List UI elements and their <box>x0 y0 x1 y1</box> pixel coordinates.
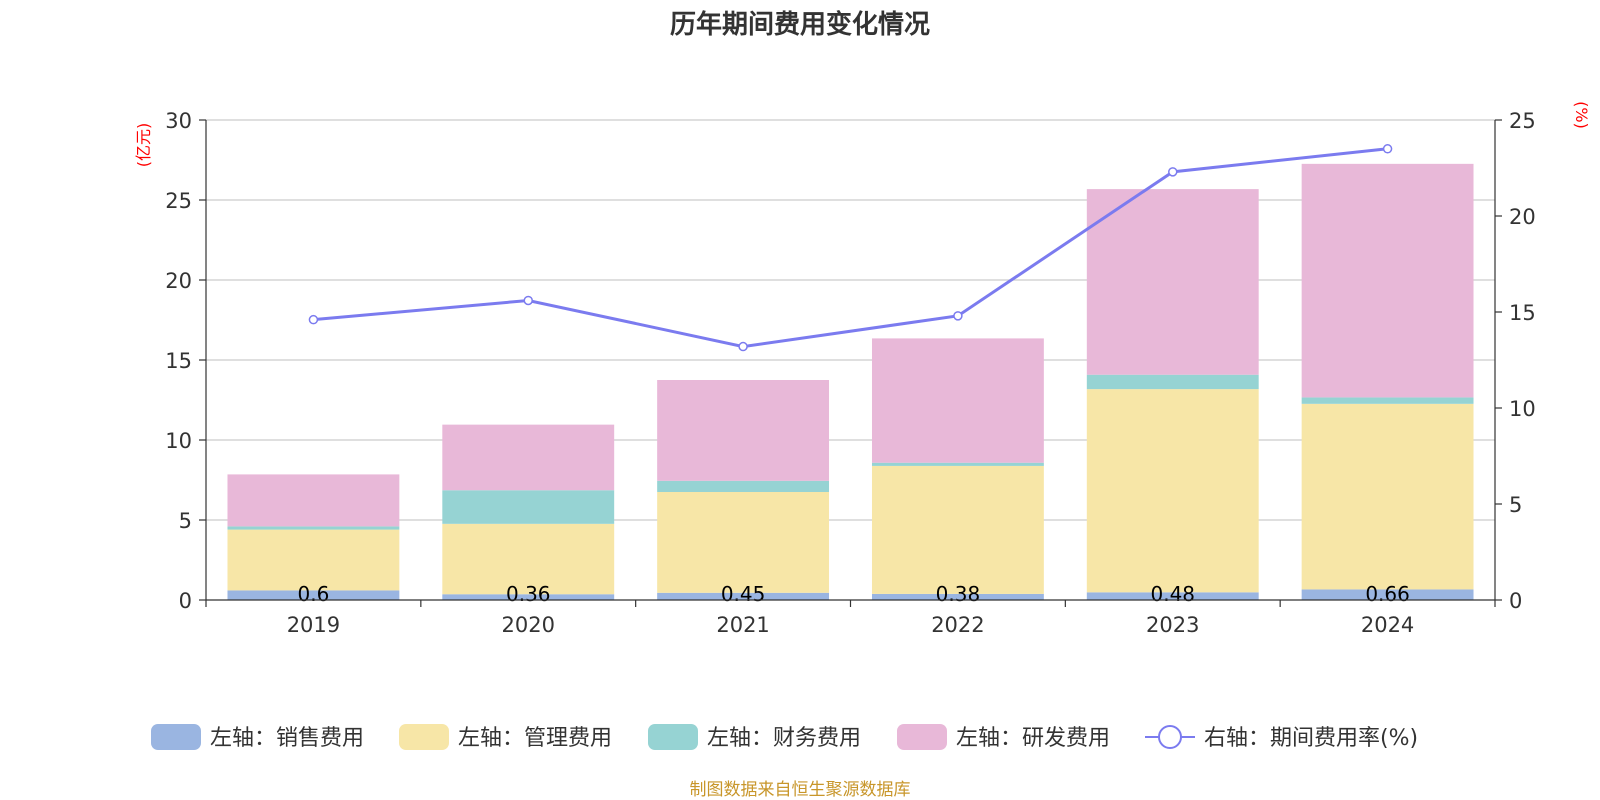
x-tick-label: 2023 <box>1146 613 1199 637</box>
grid <box>206 119 1495 521</box>
left-axis-unit: (亿元) <box>134 123 153 168</box>
bar-segment-1-2024 <box>1301 403 1474 590</box>
left-tick-label: 20 <box>165 269 192 293</box>
bar-segment-0-2024 <box>1301 589 1474 600</box>
bar-segment-0-2019 <box>227 590 400 600</box>
right-tick-label: 10 <box>1509 397 1536 421</box>
bar-segment-0-2022 <box>871 593 1044 600</box>
legend-swatch <box>399 724 449 750</box>
legend-label: 左轴：销售费用 <box>210 726 364 751</box>
left-tick-label: 25 <box>165 189 192 213</box>
bar-segment-3-2024 <box>1301 163 1474 398</box>
legend: 左轴：销售费用 左轴：管理费用 左轴：财务费用 左轴：研发费用 右轴：期间费用率(%) <box>151 724 1418 751</box>
x-tick-label: 2021 <box>716 613 769 637</box>
bar-segment-1-2019 <box>227 529 400 591</box>
legend-item[interactable]: 左轴：研发费用 <box>897 724 1110 751</box>
legend-item[interactable]: 右轴：期间费用率(%) <box>1145 725 1418 751</box>
right-axis: 0 5 10 15 20 25 <box>1494 109 1536 613</box>
left-tick-label: 10 <box>165 429 192 453</box>
bar-segment-3-2023 <box>1086 189 1259 375</box>
rate-point <box>1382 144 1393 154</box>
bar-labels: 0.6 0.36 0.45 0.38 0.48 0.66 <box>298 582 1410 606</box>
legend-label: 左轴：管理费用 <box>458 726 612 751</box>
right-tick-label: 15 <box>1509 301 1536 325</box>
rate-point <box>523 295 533 306</box>
bar-segment-2-2019 <box>227 526 400 530</box>
legend-label: 右轴：期间费用率(%) <box>1204 726 1418 751</box>
bar-data-label: 0.6 <box>298 582 330 606</box>
chart-title: 历年期间费用变化情况 <box>670 9 930 40</box>
legend-item[interactable]: 左轴：管理费用 <box>399 724 612 751</box>
bar-segment-3-2019 <box>227 474 400 527</box>
bar-data-label: 0.36 <box>506 582 551 606</box>
bar-segment-1-2020 <box>442 523 615 595</box>
legend-swatch <box>897 724 947 750</box>
rate-line-path <box>313 147 1388 349</box>
right-axis-unit: (%) <box>1572 101 1591 129</box>
legend-item[interactable]: 左轴：财务费用 <box>648 724 861 751</box>
bar-segment-0-2021 <box>657 592 830 600</box>
rate-point <box>308 314 319 325</box>
rate-point <box>953 311 963 321</box>
bars <box>227 163 1474 600</box>
bar-segment-2-2021 <box>657 480 830 492</box>
legend-swatch <box>648 724 698 750</box>
x-axis: 2019 2020 2021 2022 2023 2024 <box>205 599 1496 637</box>
legend-swatch <box>151 724 201 750</box>
bar-segment-0-2023 <box>1086 592 1259 600</box>
bar-segment-2-2020 <box>442 490 615 524</box>
right-tick-label: 5 <box>1509 493 1522 517</box>
right-tick-label: 0 <box>1509 589 1522 613</box>
bar-segment-3-2022 <box>871 338 1044 463</box>
rate-point <box>1168 167 1178 177</box>
x-tick-label: 2022 <box>931 613 984 637</box>
x-tick-label: 2020 <box>502 613 555 637</box>
left-axis: 0 5 10 15 20 25 30 <box>165 109 207 613</box>
bar-data-label: 0.45 <box>721 582 766 606</box>
bar-segment-3-2021 <box>657 380 830 481</box>
legend-item[interactable]: 左轴：销售费用 <box>151 724 364 751</box>
rate-point <box>738 341 748 352</box>
bar-data-label: 0.66 <box>1365 582 1410 606</box>
x-tick-label: 2019 <box>287 613 340 637</box>
bar-data-label: 0.48 <box>1150 582 1195 606</box>
bar-data-label: 0.38 <box>936 582 981 606</box>
bar-segment-2-2022 <box>871 462 1044 466</box>
left-tick-label: 30 <box>165 109 192 133</box>
bar-segment-2-2023 <box>1086 374 1259 390</box>
left-tick-label: 0 <box>179 589 192 613</box>
bar-segment-1-2021 <box>657 492 830 593</box>
left-tick-label: 15 <box>165 349 192 373</box>
rate-line <box>308 144 1393 352</box>
bar-segment-2-2024 <box>1301 397 1474 404</box>
right-tick-label: 20 <box>1509 205 1536 229</box>
bar-segment-1-2023 <box>1086 389 1259 593</box>
bar-segment-0-2020 <box>442 594 615 600</box>
legend-label: 左轴：财务费用 <box>707 726 861 751</box>
right-tick-label: 25 <box>1509 109 1536 133</box>
source-note: 制图数据来自恒生聚源数据库 <box>690 780 911 800</box>
bar-segment-1-2022 <box>871 465 1044 594</box>
x-tick-label: 2024 <box>1361 613 1414 637</box>
bar-segment-3-2020 <box>442 424 615 491</box>
legend-label: 左轴：研发费用 <box>956 726 1110 751</box>
legend-circle-swatch <box>1158 725 1182 749</box>
left-tick-label: 5 <box>179 509 192 533</box>
